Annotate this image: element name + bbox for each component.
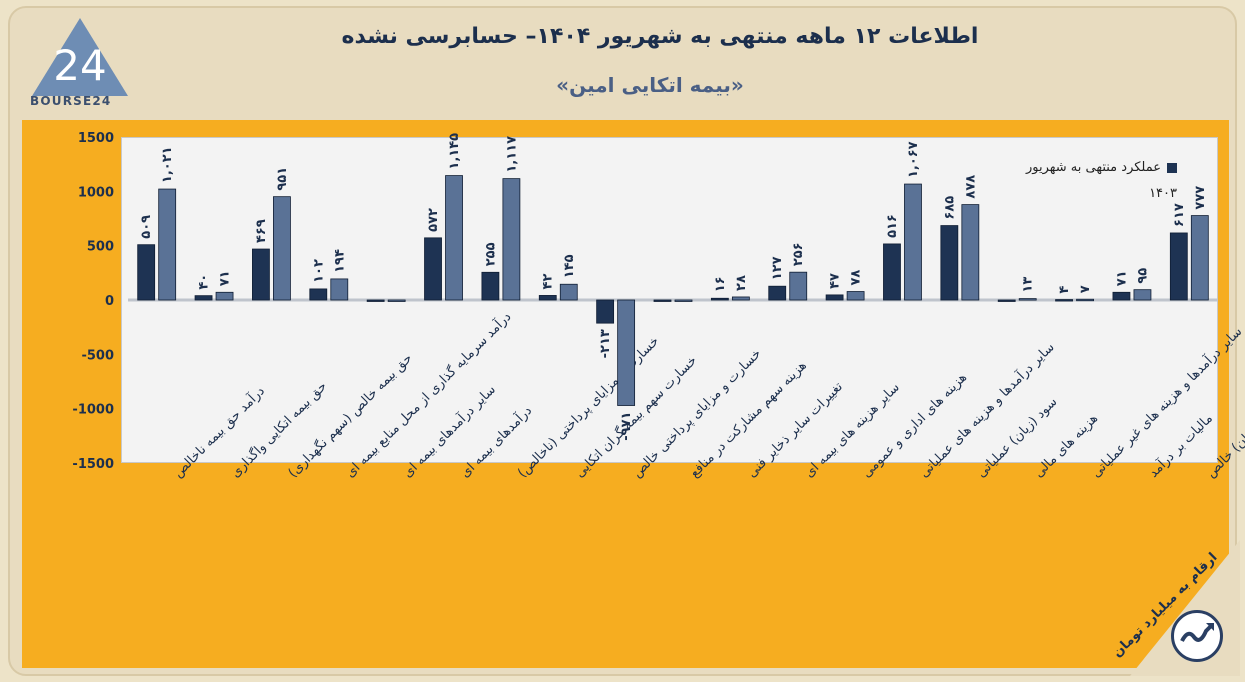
bar-prev (596, 299, 615, 324)
bar-curr (961, 204, 980, 301)
bar-value-label: ۴ (1057, 286, 1072, 294)
bar-curr (1190, 215, 1209, 301)
bar-prev (1055, 299, 1073, 302)
bar-curr (559, 283, 578, 301)
bar-curr (387, 299, 406, 302)
bar-value-label: ۴۶۹ (254, 219, 269, 243)
bar-curr (1133, 289, 1152, 301)
bar-value-label: ۱۹۴ (332, 249, 347, 273)
bar-prev (825, 294, 844, 301)
bar-prev (366, 299, 385, 302)
bar-value-label: ۱۰۲ (311, 259, 326, 283)
category-label: خسارت سهم بیمه گران اتکایی (572, 352, 700, 480)
bar-value-label: ۴۷ (828, 273, 843, 289)
y-tick-label: 0 (105, 294, 114, 309)
trend-icon (1171, 610, 1223, 662)
trend-arrow-icon (1180, 623, 1214, 642)
bar-value-label: ۱,۱۱۷ (504, 136, 519, 173)
bar-value-label: -۹۷۱ (619, 412, 634, 441)
bar-value-label: ۷ (1078, 285, 1093, 293)
bar-prev (997, 299, 1016, 302)
bar-prev (1169, 232, 1188, 301)
category-label: حق بیمه اتکایی واگذاری (228, 378, 331, 481)
bar-prev (883, 243, 901, 301)
bar-value-label: ۵۱۶ (885, 214, 900, 238)
bar-value-label: ۲۵۵ (483, 242, 498, 266)
bar-curr (273, 196, 291, 301)
legend-label: عملکرد منتهی به شهریور ۱۴۰۳ (1025, 160, 1177, 201)
bar-value-label: ۲۵۶ (791, 242, 806, 266)
bar-curr (1076, 298, 1094, 302)
bar-prev (653, 299, 672, 302)
category-label: سایر هزینه های بیمه ای (802, 380, 903, 481)
bar-value-label: ۱,۰۲۱ (160, 146, 175, 183)
y-tick-label: -500 (81, 348, 114, 363)
bar-prev (768, 285, 787, 301)
bar-curr (904, 183, 922, 301)
bar-prev (424, 237, 442, 301)
bar-prev (538, 295, 557, 301)
bar-prev (137, 244, 156, 301)
bar-curr (445, 175, 463, 301)
logo-number: 24 (53, 41, 106, 90)
bar-curr (158, 188, 177, 301)
bar-value-label: ۹۵ (1135, 268, 1150, 284)
bar-value-label: ۱,۱۴۵ (447, 133, 462, 170)
bar-value-label: ۶۸۵ (942, 196, 957, 220)
bar-prev (1112, 291, 1131, 301)
bar-prev (194, 295, 213, 301)
bar-value-label: ۹۵۱ (275, 167, 290, 191)
bar-value-label: ۷۷۷ (1193, 186, 1208, 210)
bar-value-label: ۷۱ (218, 270, 233, 286)
bar-value-label: ۶۱۷ (1172, 203, 1187, 227)
category-label: حق بیمه خالص (سهم نگهداری) (285, 350, 416, 481)
category-label: هزینه های اداری و عمومی (859, 370, 970, 481)
bar-value-label: ۱۴۵ (562, 254, 577, 278)
bar-curr (330, 278, 349, 301)
bar-curr (617, 299, 636, 406)
bar-value-label: ۱۶ (713, 276, 728, 292)
bourse24-logo: 24 (32, 18, 128, 96)
page-subtitle: «بیمه اتکایی امین» (556, 73, 744, 97)
bar-curr (789, 271, 808, 301)
y-tick-label: -1500 (72, 457, 114, 472)
bar-value-label: ۱۳ (1021, 277, 1036, 293)
bar-value-label: ۴۲ (541, 274, 556, 290)
category-label: هزینه سهم مشارکت در منافع (687, 358, 810, 481)
y-tick-label: 1500 (78, 131, 114, 146)
bar-value-label: ۸۷۸ (963, 175, 978, 199)
logo-text: BOURSE24 (30, 94, 112, 108)
bar-curr (731, 296, 750, 301)
bar-value-label: ۷۸ (849, 270, 864, 286)
bar-prev (481, 271, 500, 301)
bar-prev (252, 248, 270, 301)
y-tick-label: 1000 (78, 185, 114, 200)
bar-prev (309, 288, 328, 301)
bar-curr (674, 299, 693, 302)
bar-prev (940, 225, 959, 301)
bar-value-label: -۲۱۳ (598, 329, 613, 358)
bar-value-label: ۱,۰۶۷ (906, 141, 921, 178)
logo-triangle (32, 18, 128, 96)
bar-value-label: ۲۸ (734, 275, 749, 291)
bar-value-label: ۵۷۲ (426, 208, 441, 232)
y-tick-label: -1000 (72, 403, 114, 418)
bar-value-label: ۷۱ (1114, 270, 1129, 286)
bar-curr (215, 291, 234, 301)
legend-swatch (1167, 162, 1177, 173)
bar-curr (846, 291, 865, 301)
bar-prev (710, 297, 729, 301)
category-label: تغییرات سایر ذخایر فنی (745, 379, 847, 481)
page-title: اطلاعات ۱۲ ماهه منتهی به شهریور ۱۴۰۴– حس… (341, 24, 979, 49)
bar-value-label: ۱۲۷ (770, 256, 785, 280)
bar-curr (502, 178, 521, 301)
category-label: سود (زیان) خالص (1204, 402, 1245, 481)
bar-curr (1018, 298, 1037, 301)
bar-value-label: ۴۰ (197, 274, 212, 290)
legend: عملکرد منتهی به شهریور ۱۴۰۳ (1002, 155, 1177, 207)
category-label: سایر درآمدهای بیمه ای (399, 381, 499, 481)
bar-value-label: ۵۰۹ (139, 215, 154, 239)
y-tick-label: 500 (87, 240, 114, 255)
